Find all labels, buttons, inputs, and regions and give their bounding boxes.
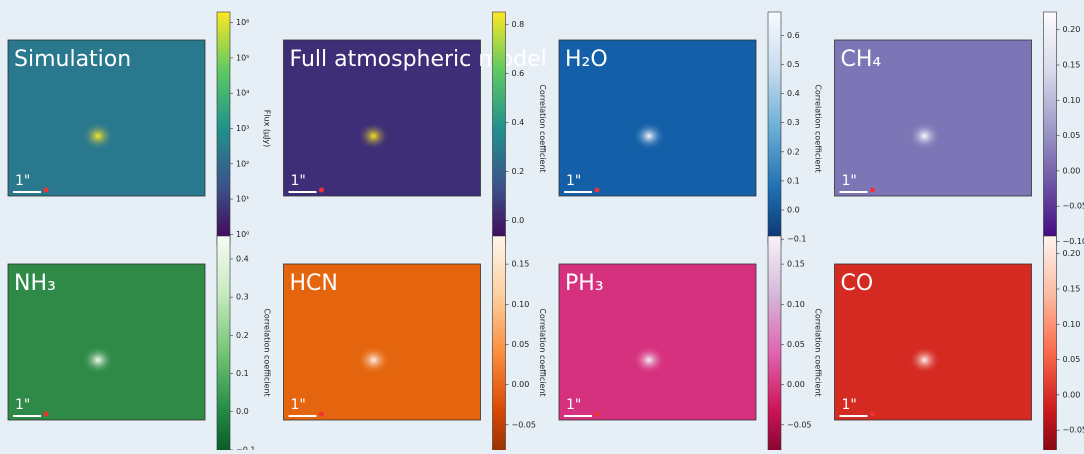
source-marker (44, 412, 49, 417)
colorbar-tick-label: 0.0 (512, 216, 525, 225)
emission-spot (358, 346, 390, 374)
colorbar-tick-label: 0.3 (787, 118, 800, 127)
colorbar-tick-label: 0.10 (1063, 96, 1081, 105)
colorbar-tick-label: 0.10 (512, 300, 530, 309)
source-marker (595, 412, 600, 417)
colorbar-tick-label: 0.00 (787, 380, 805, 389)
colorbar-tick-label: 0.6 (512, 69, 525, 78)
colorbar-tick-label: 10⁰ (236, 230, 249, 239)
colorbar (1044, 12, 1057, 245)
figure: Simulation 1" 10⁰ 10¹ 10² 10³ 10⁴ 10⁵ 10⁶ Flux (μ… (0, 0, 1084, 450)
emission-spot (358, 122, 390, 150)
colorbar-tick-label: 0.20 (1063, 25, 1081, 34)
source-marker (44, 188, 49, 193)
panel-title: Full atmospheric model (290, 47, 547, 72)
colorbar-tick-label: 0.2 (512, 167, 525, 176)
panel-title: Simulation (14, 47, 131, 72)
scale-bar-label: 1" (291, 173, 306, 189)
colorbar-tick-label: 10³ (236, 124, 249, 133)
colorbar-tick-label: 0.05 (1063, 355, 1081, 364)
colorbar-label: Correlation coefficient (814, 84, 823, 172)
colorbar-tick-label: 0.00 (1063, 390, 1081, 399)
colorbar-tick-label: 0.15 (1063, 284, 1081, 293)
panel-title: HCN (290, 271, 338, 296)
panel-title: CO (841, 271, 874, 296)
panel-title: NH₃ (14, 271, 56, 296)
colorbar-tick-label: 0.2 (236, 331, 249, 340)
colorbar-tick-label: 10⁵ (236, 53, 249, 62)
emission-spot (633, 122, 665, 150)
colorbar-label: Correlation coefficient (814, 308, 823, 396)
colorbar-tick-label: 0.4 (236, 254, 249, 263)
scale-bar-label: 1" (566, 397, 581, 413)
colorbar-tick-label: 0.1 (236, 369, 249, 378)
colorbar-tick-label: 0.10 (787, 300, 805, 309)
colorbar-tick-label: 10² (236, 159, 249, 168)
colorbar (1044, 236, 1057, 450)
emission-spot (82, 346, 114, 374)
colorbar-tick-label: −0.1 (236, 445, 255, 450)
emission-spot (633, 346, 665, 374)
scale-bar-label: 1" (842, 397, 857, 413)
scale-bar-label: 1" (842, 173, 857, 189)
colorbar-label: Correlation coefficient (263, 308, 272, 396)
colorbar-tick-label: −0.10 (1063, 237, 1084, 246)
colorbar-tick-label: 0.05 (787, 340, 805, 349)
colorbar-tick-label: 0.4 (512, 118, 525, 127)
colorbar-tick-label: 0.15 (512, 260, 530, 269)
colorbar-tick-label: 0.05 (1063, 131, 1081, 140)
colorbar-tick-label: 0.00 (512, 380, 530, 389)
colorbar (493, 12, 506, 245)
colorbar-label: Correlation coefficient (538, 84, 547, 172)
colorbar-tick-label: 0.0 (236, 407, 249, 416)
colorbar-tick-label: 0.4 (787, 89, 800, 98)
colorbar-tick-label: 0.15 (1063, 60, 1081, 69)
emission-spot (82, 122, 114, 150)
colorbar-label: Correlation coefficient (538, 308, 547, 396)
colorbar-tick-label: 0.0 (787, 206, 800, 215)
scale-bar-label: 1" (15, 173, 30, 189)
colorbar-tick-label: 0.3 (236, 293, 249, 302)
colorbar-tick-label: 0.2 (787, 147, 800, 156)
page: Simulation 1" 10⁰ 10¹ 10² 10³ 10⁴ 10⁵ 10⁶ Flux (μ… (0, 0, 1084, 450)
colorbar (768, 236, 781, 450)
colorbar-tick-label: −0.05 (1063, 426, 1084, 435)
colorbar-tick-label: −0.05 (1063, 202, 1084, 211)
colorbar-tick-label: −0.1 (787, 235, 806, 244)
colorbar-tick-label: 0.20 (1063, 249, 1081, 258)
scale-bar-label: 1" (566, 173, 581, 189)
colorbar-tick-label: 0.10 (1063, 320, 1081, 329)
colorbar (768, 12, 781, 245)
colorbar-tick-label: 10⁶ (236, 18, 249, 27)
colorbar-tick-label: 10¹ (236, 195, 249, 204)
colorbar (217, 236, 230, 450)
panel-title: CH₄ (841, 47, 882, 72)
colorbar-tick-label: 0.6 (787, 31, 800, 40)
source-marker (595, 188, 600, 193)
colorbar-label: Flux (μJy) (263, 110, 272, 148)
panel-title: PH₃ (565, 271, 604, 296)
source-marker (870, 412, 875, 417)
colorbar-tick-label: 0.00 (1063, 166, 1081, 175)
source-marker (870, 188, 875, 193)
emission-spot (909, 346, 941, 374)
scale-bar-label: 1" (291, 397, 306, 413)
source-marker (319, 188, 324, 193)
colorbar-tick-label: 0.15 (787, 260, 805, 269)
colorbar-tick-label: 0.05 (512, 340, 530, 349)
colorbar-tick-label: 0.5 (787, 60, 800, 69)
colorbar-tick-label: 0.8 (512, 20, 525, 29)
colorbar (493, 236, 506, 450)
colorbar (217, 12, 230, 245)
emission-spot (909, 122, 941, 150)
colorbar-tick-label: 10⁴ (236, 89, 249, 98)
colorbar-tick-label: −0.05 (512, 420, 537, 429)
source-marker (319, 412, 324, 417)
panel-title: H₂O (565, 47, 608, 72)
colorbar-tick-label: −0.05 (787, 420, 812, 429)
colorbar-tick-label: 0.1 (787, 176, 800, 185)
scale-bar-label: 1" (15, 397, 30, 413)
